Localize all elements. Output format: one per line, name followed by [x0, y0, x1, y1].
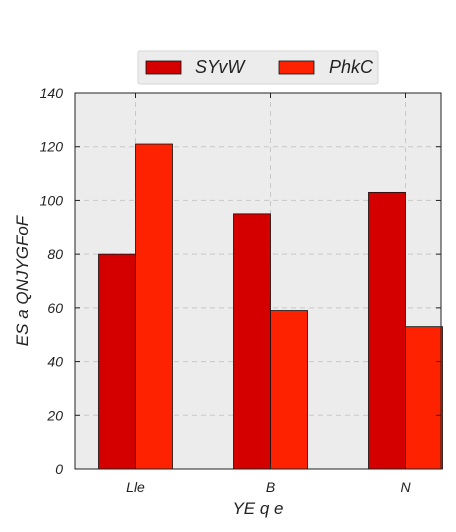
y-tick-label: 100	[40, 192, 64, 208]
legend-box	[137, 50, 379, 85]
bars	[98, 143, 443, 470]
y-tick-label: 120	[40, 139, 64, 155]
x-tick-label: B	[266, 479, 275, 495]
plot-frame	[74, 92, 442, 470]
axis-ticks	[75, 92, 441, 470]
bar-1-N	[368, 191, 406, 470]
y-axis-title: ES a QNJYGFoF	[13, 214, 32, 346]
legend: SYvW PhkC	[137, 50, 379, 85]
legend-label-series-1: SYvW	[195, 57, 246, 77]
x-tick-label: N	[400, 479, 411, 495]
y-tick-label: 80	[47, 246, 63, 262]
bar-2-N	[405, 326, 443, 470]
bar-1-B	[233, 213, 271, 470]
x-tick-labels: Lle B N	[126, 479, 411, 495]
legend-swatch-series-2	[278, 60, 315, 75]
y-tick-label: 20	[46, 407, 63, 423]
bar-1-Lle	[98, 253, 136, 470]
y-tick-label: 60	[47, 300, 63, 316]
bar-2-Lle	[135, 143, 173, 470]
legend-label-series-2: PhkC	[329, 57, 374, 77]
bar-2-B	[270, 310, 308, 470]
y-tick-label: 140	[40, 85, 64, 101]
y-tick-label: 40	[47, 354, 63, 370]
y-tick-labels: 0 20 40 60 80 100 120 140	[40, 85, 64, 477]
x-tick-label: Lle	[126, 479, 145, 495]
y-tick-label: 0	[55, 461, 63, 477]
x-axis-title: YE q e	[232, 499, 283, 518]
legend-swatch-series-1	[145, 60, 182, 75]
